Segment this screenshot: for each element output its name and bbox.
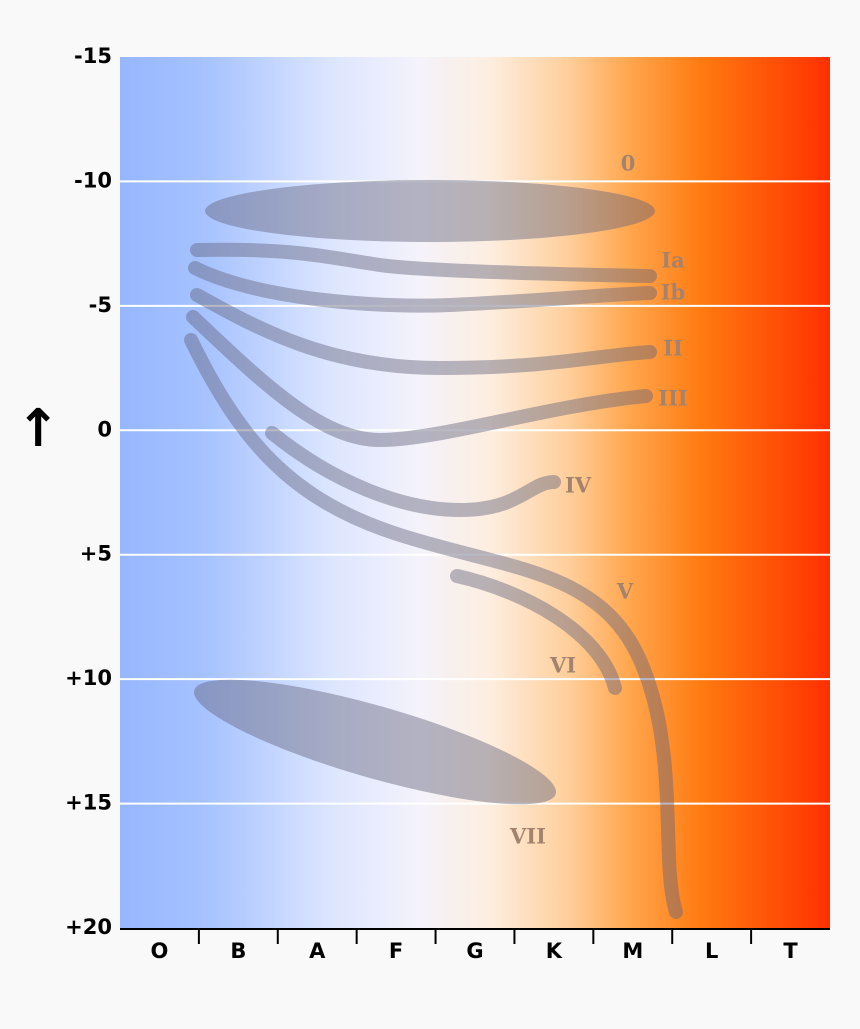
y-tick-label: -5: [89, 293, 112, 317]
band-ib: [188, 261, 657, 313]
y-tick-label: -15: [74, 44, 112, 68]
band-vi: [450, 569, 622, 695]
x-tick-label: F: [389, 939, 403, 963]
luminosity-class-label: III: [658, 386, 687, 411]
plot-background: [120, 57, 830, 928]
band-iv: [265, 426, 561, 518]
luminosity-class-label: VI: [549, 653, 576, 678]
band-0: [205, 180, 655, 242]
x-tick-label: K: [546, 939, 563, 963]
luminosity-class-label: 0: [621, 151, 636, 176]
x-tick-label: B: [230, 939, 246, 963]
luminosity-class-label: V: [616, 579, 634, 604]
x-tick-label: A: [309, 939, 326, 963]
y-tick-label: +10: [65, 666, 112, 690]
y-tick-label: 0: [97, 417, 112, 441]
band-ii: [190, 288, 657, 376]
y-tick-label: -10: [74, 168, 112, 192]
band-ia: [190, 242, 657, 283]
luminosity-class-label: Ia: [661, 248, 685, 273]
band-v: [184, 333, 683, 919]
x-tick-label: L: [705, 939, 718, 963]
luminosity-class-label: II: [663, 336, 683, 361]
x-tick-label: O: [151, 939, 169, 963]
band-vii: [194, 679, 556, 805]
grid: [120, 180, 830, 944]
labels: -15-10-50+5+10+15+20O B A F G K M L T0IaIbIIIIII…: [65, 44, 798, 963]
x-tick-label: G: [466, 939, 483, 963]
x-tick-label: M: [622, 939, 643, 963]
x-tick-label: T: [783, 939, 798, 963]
axis-arrow: ↑: [16, 399, 60, 459]
y-tick-label: +5: [80, 542, 112, 566]
luminosity-class-label: IV: [565, 473, 592, 498]
luminosity-class-label: Ib: [661, 280, 686, 305]
y-tick-label: +20: [65, 915, 112, 939]
y-tick-label: +15: [65, 791, 112, 815]
luminosity-class-label: VII: [509, 824, 546, 849]
bands: [184, 180, 683, 919]
band-iii: [186, 310, 653, 448]
